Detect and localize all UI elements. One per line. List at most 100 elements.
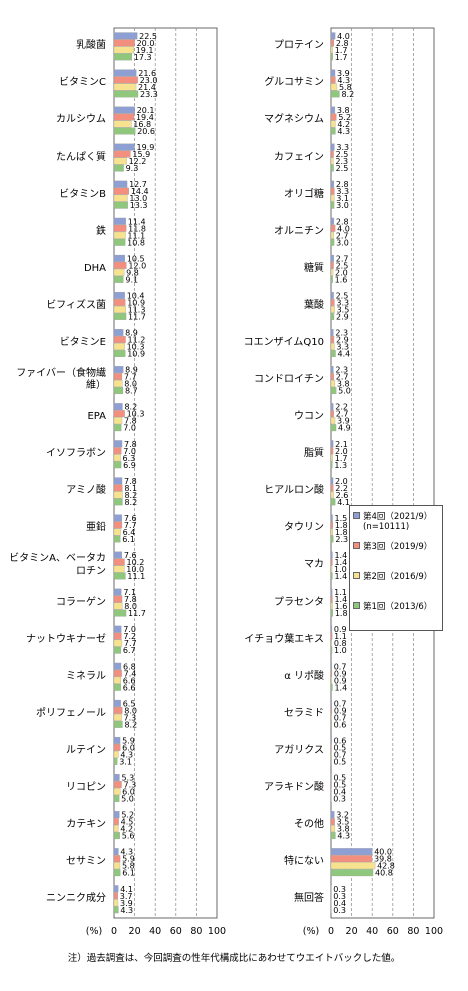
category-label: ヒアルロン酸	[264, 485, 324, 497]
bar	[330, 387, 337, 395]
value-label: 0.8	[334, 639, 347, 648]
value-label: 1.7	[335, 46, 348, 55]
value-label: 1.4	[334, 558, 347, 567]
value-label: 3.9	[337, 69, 350, 78]
value-label: 6.5	[123, 699, 136, 708]
category-label: ファイバー（食物繊維）	[16, 367, 106, 392]
bar	[113, 892, 118, 900]
bar	[113, 743, 121, 751]
category-label: セサミン	[66, 856, 106, 868]
value-label: 42.8	[377, 862, 395, 871]
value-label: 1.4	[334, 595, 347, 604]
value-label: 7.8	[124, 595, 137, 604]
category-label: プロテイン	[274, 40, 324, 52]
bar	[330, 551, 333, 559]
value-label: 2.2	[335, 484, 348, 493]
value-label: 2.5	[336, 261, 349, 270]
value-label: 2.7	[336, 410, 349, 419]
category-label: その他	[294, 819, 324, 831]
bar	[113, 217, 126, 225]
bar	[113, 291, 125, 299]
value-label: 11.1	[127, 572, 145, 581]
x-tick-label: 60	[386, 926, 399, 937]
category-label: アミノ酸	[66, 485, 106, 497]
bar	[113, 572, 126, 580]
value-label: 2.9	[336, 312, 349, 321]
value-label: 1.8	[335, 528, 348, 537]
value-label: 4.1	[337, 498, 350, 507]
x-axis-unit: (%)	[85, 926, 103, 937]
bar	[113, 83, 137, 91]
value-label: 5.2	[338, 113, 351, 122]
bar	[113, 669, 122, 677]
category-label: カテキン	[66, 819, 106, 831]
bar	[113, 238, 126, 246]
value-label: 1.1	[334, 632, 347, 641]
bar	[330, 514, 333, 522]
bar	[330, 127, 336, 135]
value-label: 10.0	[126, 565, 144, 574]
bar	[330, 461, 333, 469]
value-label: 13.3	[130, 201, 148, 210]
category-label: α リポ酸	[284, 670, 324, 682]
value-label: 3.8	[337, 380, 350, 389]
bar	[113, 410, 125, 418]
value-label: 1.7	[335, 53, 348, 62]
value-label: 2.5	[336, 150, 349, 159]
value-label: 1.3	[334, 461, 347, 470]
bar	[113, 795, 120, 802]
value-label: 6.1	[122, 869, 135, 878]
bar	[330, 194, 335, 202]
value-label: 6.6	[123, 683, 136, 692]
bar	[113, 498, 123, 506]
bar	[330, 120, 336, 128]
value-label: 6.8	[123, 662, 136, 671]
value-label: 3.7	[120, 892, 133, 901]
bar	[330, 366, 334, 374]
value-label: 2.3	[335, 535, 348, 544]
value-label: 4.3	[120, 750, 133, 759]
bar	[113, 595, 123, 603]
value-label: 4.3	[337, 832, 350, 841]
bar	[113, 187, 129, 195]
bar	[113, 862, 121, 870]
bar	[113, 157, 127, 165]
value-label: 10.8	[127, 238, 145, 247]
bar	[330, 781, 332, 788]
value-label: 6.4	[123, 528, 136, 537]
bar	[113, 164, 124, 172]
category-label: ビタミンC	[59, 77, 106, 89]
bar	[330, 440, 334, 448]
bar	[113, 609, 127, 617]
value-label: 1.8	[335, 521, 348, 530]
value-label: 2.3	[335, 157, 348, 166]
value-label: 39.8	[374, 855, 392, 864]
value-label: 20.1	[137, 106, 155, 115]
value-label: 2.0	[335, 268, 348, 277]
bar	[113, 535, 121, 543]
value-label: 0.3	[333, 892, 346, 901]
bar	[330, 424, 337, 432]
value-label: 5.2	[121, 811, 134, 820]
x-tick-label: 80	[407, 926, 420, 937]
bar	[113, 788, 121, 795]
category-label: コエンザイムQ10	[243, 336, 324, 348]
value-label: 22.5	[139, 32, 157, 41]
bar	[113, 424, 122, 432]
value-label: 2.8	[336, 217, 349, 226]
bar	[113, 683, 121, 691]
value-label: 7.0	[123, 424, 136, 433]
value-label: 7.1	[123, 588, 136, 597]
value-label: 8.2	[341, 90, 354, 99]
x-axis-unit: (%)	[302, 926, 320, 937]
bar	[113, 885, 119, 893]
bar	[330, 521, 334, 529]
bar	[113, 336, 126, 343]
bar	[330, 231, 334, 239]
value-label: 2.7	[336, 373, 349, 382]
value-label: 8.2	[124, 720, 137, 729]
category-label: 糖質	[304, 262, 324, 274]
bar	[113, 417, 123, 425]
bar	[330, 736, 332, 744]
bar	[113, 275, 124, 283]
